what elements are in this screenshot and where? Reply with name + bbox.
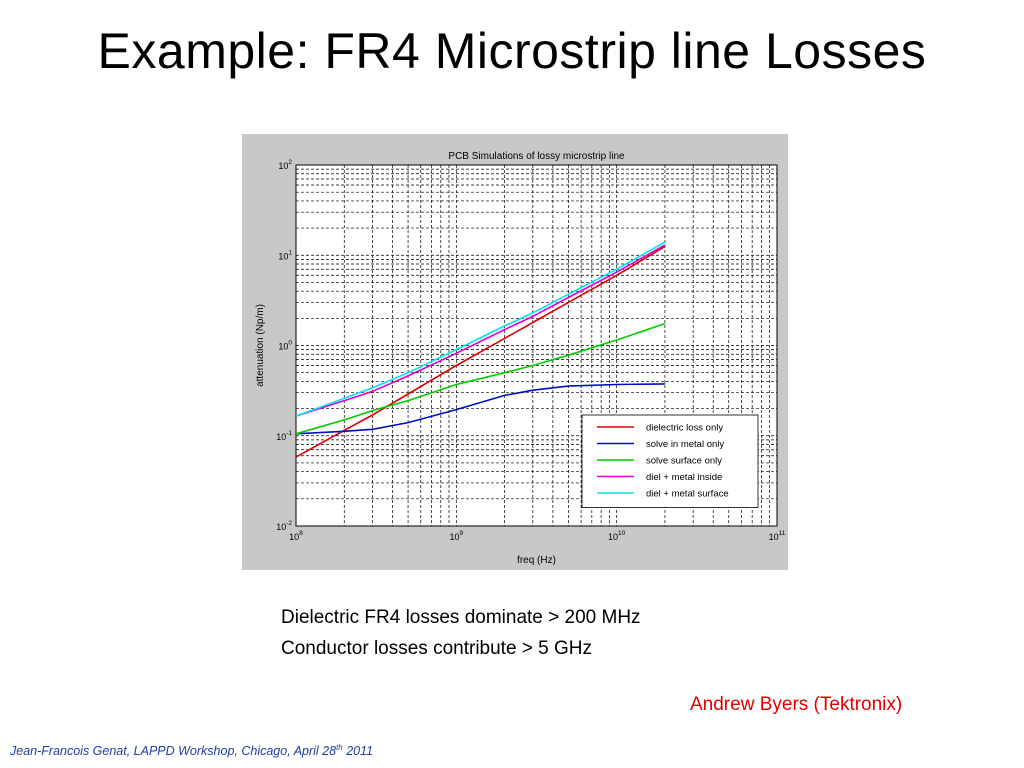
author-credit: Andrew Byers (Tektronix) [690,694,903,715]
x-tick-label: 109 [450,530,464,542]
x-axis-label: freq (Hz) [517,555,556,566]
footer-year: 2011 [342,744,374,759]
footer-text: Jean-Francois Genat, LAPPD Workshop, Chi… [10,744,337,759]
footer-superscript: th [336,743,343,752]
legend-label: solve surface only [646,456,722,467]
notes-block: Dielectric FR4 losses dominate > 200 MHz… [281,602,641,664]
series-line [295,244,666,417]
note-line: Conductor losses contribute > 5 GHz [281,638,593,659]
legend: dielectric loss only solve in metal only s… [581,414,759,508]
legend-box [581,414,759,508]
legend-label: dielectric loss only [646,423,723,434]
grid [296,165,777,526]
x-tick-label: 1011 [769,530,786,542]
note-line: Dielectric FR4 losses dominate > 200 MHz [281,607,641,628]
series-line [295,322,666,435]
y-tick-label: 102 [278,159,292,171]
series-line [295,245,666,458]
x-tick-label: 108 [289,530,303,542]
slide-title: Example: FR4 Microstrip line Losses [97,23,927,79]
y-tick-label: 10-1 [276,430,292,442]
tick-labels: 108 109 1010 1011 10-2 10-1 100 101 102 [276,159,786,542]
y-axis-label: attenuation (Np/m) [255,304,266,387]
attenuation-chart: 108 109 1010 1011 10-2 10-1 100 101 102 PCB Simu… [255,151,786,566]
chart-title: PCB Simulations of lossy microstrip line [448,151,625,162]
y-tick-label: 10-2 [276,520,292,532]
y-tick-label: 101 [278,249,292,261]
series-lines [295,241,666,458]
slide-footer: Jean-Francois Genat, LAPPD Workshop, Chi… [10,743,373,758]
series-line [295,241,666,417]
legend-label: solve in metal only [646,439,724,450]
series-line [295,383,665,435]
y-tick-label: 100 [278,340,292,352]
legend-label: diel + metal inside [646,472,722,483]
x-tick-label: 1010 [608,530,626,542]
chart-panel: 108 109 1010 1011 10-2 10-1 100 101 102 PCB Simu… [242,134,788,570]
legend-label: diel + metal surface [646,489,729,500]
